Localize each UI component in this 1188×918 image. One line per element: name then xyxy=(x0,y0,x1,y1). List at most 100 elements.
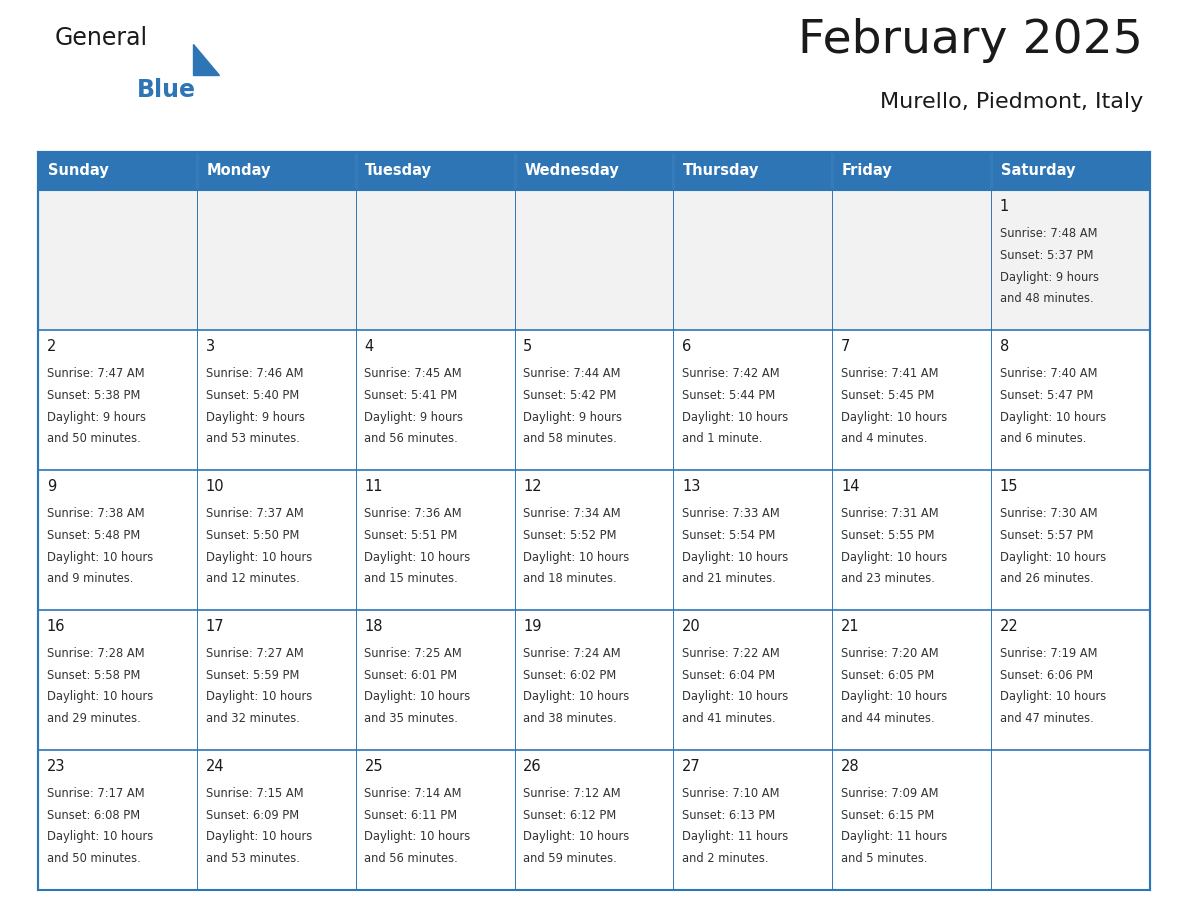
Text: and 53 minutes.: and 53 minutes. xyxy=(206,432,299,445)
Text: Sunrise: 7:27 AM: Sunrise: 7:27 AM xyxy=(206,647,303,660)
Text: and 4 minutes.: and 4 minutes. xyxy=(841,432,928,445)
Text: Sunset: 5:44 PM: Sunset: 5:44 PM xyxy=(682,389,776,402)
Text: Sunrise: 7:24 AM: Sunrise: 7:24 AM xyxy=(523,647,621,660)
Bar xyxy=(197,152,355,190)
Text: Daylight: 10 hours: Daylight: 10 hours xyxy=(841,410,947,423)
Text: 16: 16 xyxy=(46,619,65,634)
Text: Daylight: 10 hours: Daylight: 10 hours xyxy=(365,831,470,844)
Text: Daylight: 11 hours: Daylight: 11 hours xyxy=(841,831,947,844)
Text: 13: 13 xyxy=(682,479,701,494)
Text: Murello, Piedmont, Italy: Murello, Piedmont, Italy xyxy=(880,92,1143,112)
Text: and 56 minutes.: and 56 minutes. xyxy=(365,432,459,445)
Text: Sunrise: 7:44 AM: Sunrise: 7:44 AM xyxy=(523,367,621,380)
Text: and 18 minutes.: and 18 minutes. xyxy=(523,572,617,585)
Text: Sunset: 6:08 PM: Sunset: 6:08 PM xyxy=(46,809,140,822)
Text: Sunset: 5:41 PM: Sunset: 5:41 PM xyxy=(365,389,457,402)
Text: 27: 27 xyxy=(682,759,701,774)
Text: 21: 21 xyxy=(841,619,860,634)
Text: 26: 26 xyxy=(523,759,542,774)
Text: 28: 28 xyxy=(841,759,860,774)
Text: Sunset: 5:55 PM: Sunset: 5:55 PM xyxy=(841,529,935,542)
Text: Friday: Friday xyxy=(842,163,892,178)
Text: Daylight: 10 hours: Daylight: 10 hours xyxy=(46,551,153,564)
Text: Daylight: 10 hours: Daylight: 10 hours xyxy=(206,690,311,703)
Text: Sunrise: 7:34 AM: Sunrise: 7:34 AM xyxy=(523,507,621,521)
Text: Daylight: 10 hours: Daylight: 10 hours xyxy=(1000,410,1106,423)
Text: Sunset: 6:11 PM: Sunset: 6:11 PM xyxy=(365,809,457,822)
Text: and 9 minutes.: and 9 minutes. xyxy=(46,572,133,585)
Bar xyxy=(355,152,514,190)
Text: 12: 12 xyxy=(523,479,542,494)
Text: 3: 3 xyxy=(206,339,215,354)
Text: and 1 minute.: and 1 minute. xyxy=(682,432,763,445)
Text: Sunrise: 7:12 AM: Sunrise: 7:12 AM xyxy=(523,787,621,800)
Text: 4: 4 xyxy=(365,339,374,354)
Text: 23: 23 xyxy=(46,759,65,774)
Text: and 26 minutes.: and 26 minutes. xyxy=(1000,572,1094,585)
Text: Daylight: 10 hours: Daylight: 10 hours xyxy=(523,831,630,844)
Text: Sunset: 5:59 PM: Sunset: 5:59 PM xyxy=(206,669,299,682)
Text: and 2 minutes.: and 2 minutes. xyxy=(682,852,769,865)
Text: and 29 minutes.: and 29 minutes. xyxy=(46,712,140,725)
Text: Sunrise: 7:47 AM: Sunrise: 7:47 AM xyxy=(46,367,145,380)
Text: Daylight: 10 hours: Daylight: 10 hours xyxy=(841,690,947,703)
Text: 25: 25 xyxy=(365,759,383,774)
Text: Sunset: 5:38 PM: Sunset: 5:38 PM xyxy=(46,389,140,402)
Text: Sunset: 5:58 PM: Sunset: 5:58 PM xyxy=(46,669,140,682)
Text: Sunrise: 7:38 AM: Sunrise: 7:38 AM xyxy=(46,507,145,521)
Text: Daylight: 10 hours: Daylight: 10 hours xyxy=(46,690,153,703)
Text: Sunset: 6:06 PM: Sunset: 6:06 PM xyxy=(1000,669,1093,682)
Polygon shape xyxy=(192,44,219,75)
Text: 1: 1 xyxy=(1000,199,1009,214)
Text: Sunrise: 7:48 AM: Sunrise: 7:48 AM xyxy=(1000,227,1098,241)
Text: and 44 minutes.: and 44 minutes. xyxy=(841,712,935,725)
Text: and 12 minutes.: and 12 minutes. xyxy=(206,572,299,585)
Text: Daylight: 10 hours: Daylight: 10 hours xyxy=(1000,690,1106,703)
Text: 18: 18 xyxy=(365,619,383,634)
Text: Daylight: 10 hours: Daylight: 10 hours xyxy=(365,690,470,703)
Text: and 23 minutes.: and 23 minutes. xyxy=(841,572,935,585)
Text: Monday: Monday xyxy=(207,163,271,178)
Text: 8: 8 xyxy=(1000,339,1009,354)
Text: Blue: Blue xyxy=(137,78,196,102)
Text: Sunset: 5:54 PM: Sunset: 5:54 PM xyxy=(682,529,776,542)
Text: 22: 22 xyxy=(1000,619,1018,634)
Text: Daylight: 10 hours: Daylight: 10 hours xyxy=(46,831,153,844)
Text: Sunrise: 7:46 AM: Sunrise: 7:46 AM xyxy=(206,367,303,380)
Text: and 21 minutes.: and 21 minutes. xyxy=(682,572,776,585)
Text: Sunset: 5:48 PM: Sunset: 5:48 PM xyxy=(46,529,140,542)
Text: Daylight: 9 hours: Daylight: 9 hours xyxy=(206,410,304,423)
Text: Daylight: 10 hours: Daylight: 10 hours xyxy=(841,551,947,564)
Text: Daylight: 10 hours: Daylight: 10 hours xyxy=(682,410,789,423)
Text: Sunset: 6:12 PM: Sunset: 6:12 PM xyxy=(523,809,617,822)
Bar xyxy=(514,152,674,190)
Bar xyxy=(38,190,1150,330)
Text: and 58 minutes.: and 58 minutes. xyxy=(523,432,617,445)
Text: and 5 minutes.: and 5 minutes. xyxy=(841,852,928,865)
Text: Daylight: 10 hours: Daylight: 10 hours xyxy=(523,690,630,703)
Text: Sunrise: 7:15 AM: Sunrise: 7:15 AM xyxy=(206,787,303,800)
Text: Daylight: 10 hours: Daylight: 10 hours xyxy=(523,551,630,564)
Bar xyxy=(991,152,1150,190)
Text: 14: 14 xyxy=(841,479,860,494)
Text: Sunset: 6:15 PM: Sunset: 6:15 PM xyxy=(841,809,934,822)
Text: Sunset: 5:37 PM: Sunset: 5:37 PM xyxy=(1000,249,1093,262)
Text: Sunrise: 7:22 AM: Sunrise: 7:22 AM xyxy=(682,647,779,660)
Text: Tuesday: Tuesday xyxy=(365,163,432,178)
Bar xyxy=(38,152,1150,890)
Text: Sunset: 6:01 PM: Sunset: 6:01 PM xyxy=(365,669,457,682)
Text: Sunset: 6:09 PM: Sunset: 6:09 PM xyxy=(206,809,298,822)
Text: Sunrise: 7:30 AM: Sunrise: 7:30 AM xyxy=(1000,507,1098,521)
Text: Sunrise: 7:41 AM: Sunrise: 7:41 AM xyxy=(841,367,939,380)
Text: 7: 7 xyxy=(841,339,851,354)
Text: Daylight: 10 hours: Daylight: 10 hours xyxy=(682,551,789,564)
Text: Sunrise: 7:14 AM: Sunrise: 7:14 AM xyxy=(365,787,462,800)
Text: Daylight: 10 hours: Daylight: 10 hours xyxy=(365,551,470,564)
Text: and 38 minutes.: and 38 minutes. xyxy=(523,712,617,725)
Text: and 15 minutes.: and 15 minutes. xyxy=(365,572,459,585)
Text: Sunset: 6:02 PM: Sunset: 6:02 PM xyxy=(523,669,617,682)
Text: Daylight: 9 hours: Daylight: 9 hours xyxy=(46,410,146,423)
Text: Sunrise: 7:36 AM: Sunrise: 7:36 AM xyxy=(365,507,462,521)
Text: and 41 minutes.: and 41 minutes. xyxy=(682,712,776,725)
Text: and 6 minutes.: and 6 minutes. xyxy=(1000,432,1086,445)
